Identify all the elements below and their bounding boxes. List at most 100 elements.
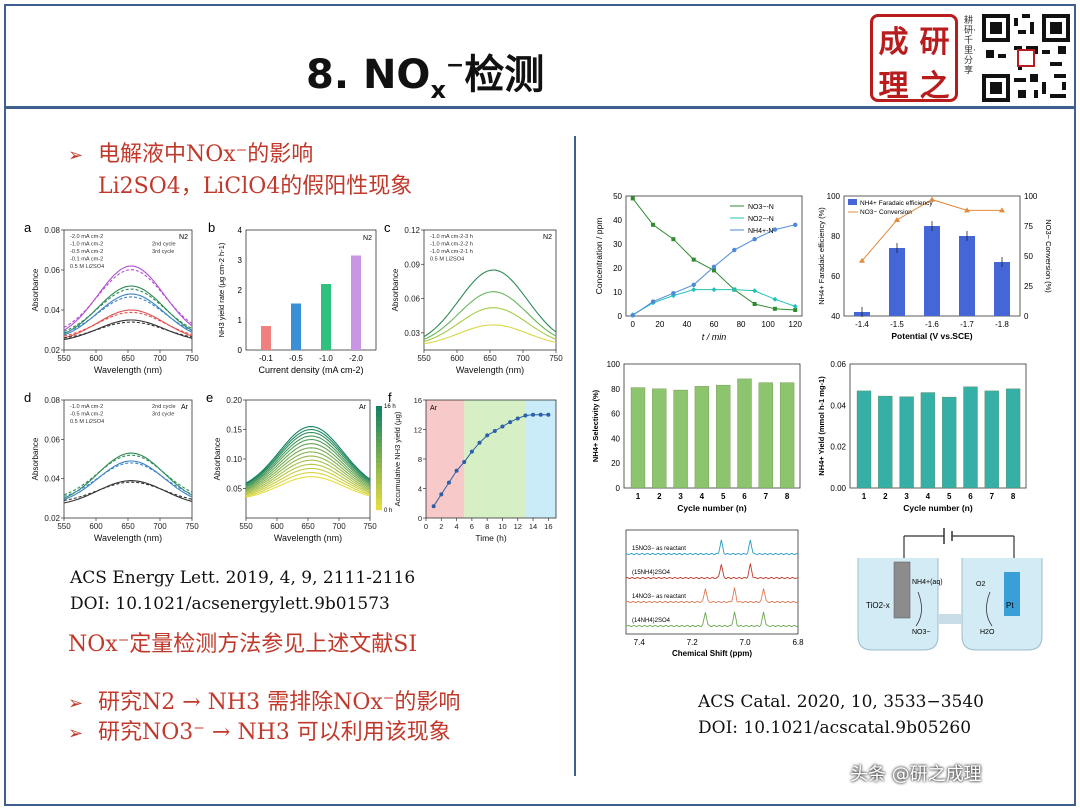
- logo-seal: 成 研 理 之: [870, 14, 958, 104]
- series-point: [731, 287, 737, 293]
- x-tick-label: 600: [89, 354, 103, 363]
- seal-char: 理: [878, 69, 909, 104]
- colorbar-segment: [376, 437, 382, 443]
- reaction-arrow: [915, 591, 922, 627]
- seal-char: 之: [919, 69, 950, 104]
- y-tick-label: 4: [238, 226, 243, 235]
- panel-concentration: 0 20 40 60 80 100 120 0 10 20 30 40 50 t / min Concent…: [594, 192, 802, 342]
- spectrum-line: [245, 451, 371, 491]
- y2-tick-label: 25: [1024, 282, 1033, 291]
- panel-faradaic: 40 60 80 100 0 25 50 75 100 -1.4 -1.5 -1.6 -1.7 -1.8 N…: [817, 192, 1053, 341]
- column-divider: [574, 136, 576, 776]
- colorbar-segment: [376, 426, 382, 433]
- y-tick-label: 40: [611, 434, 620, 443]
- x-tick-label: 100: [761, 320, 775, 329]
- x-tick-label: -1.8: [995, 320, 1009, 329]
- y-axis-label: Absorbance: [31, 268, 40, 311]
- x-tick-label: 7: [990, 492, 995, 501]
- panel-tag: Ar: [359, 404, 367, 411]
- y-tick-label: 0: [618, 312, 623, 321]
- panel-tag: N2: [179, 234, 188, 241]
- plot-frame: [63, 399, 193, 519]
- panel-letter: d: [24, 390, 31, 405]
- y2-tick-label: 100: [1024, 192, 1038, 201]
- x-tick-label: 7.2: [687, 638, 699, 647]
- bar: [878, 395, 893, 489]
- colorbar-segment: [376, 458, 382, 464]
- spectrum-line: [63, 285, 193, 335]
- panel-selectivity: 0 20 40 60 80 100 1 2 3 4 5 6 7 8 Cycle number (n) NH4+…: [591, 360, 801, 513]
- plot-frame: [625, 195, 803, 317]
- y-tick-label: 0.10: [226, 455, 242, 464]
- y-tick-label: 60: [831, 272, 840, 281]
- colorbar-label: 0 h: [384, 508, 392, 514]
- colorbar-segment: [376, 504, 382, 511]
- x-axis-label: Cycle number (n): [903, 503, 973, 513]
- y-tick-label: 0.02: [44, 346, 60, 355]
- x-tick-label: 4: [700, 492, 705, 501]
- x-tick-label: 8: [485, 522, 489, 531]
- series-point: [793, 308, 798, 312]
- x-tick-label: 6: [968, 492, 973, 501]
- bullet-3: ➢ 研究NO3⁻ → NH3 可以利用该现象: [68, 720, 451, 745]
- y-tick-label: 80: [831, 232, 840, 241]
- colorbar-label: 16 h: [384, 404, 396, 410]
- series-point: [712, 268, 716, 273]
- legend-entry: -1.0 mA cm-2-1 h: [430, 249, 473, 255]
- electrode-tio2: [893, 561, 911, 619]
- x-tick-label: 0: [424, 522, 428, 531]
- bar: [630, 387, 646, 489]
- legend-entry: NH4+-N: [748, 228, 773, 235]
- panel-f: f 0 2 4 6 8 10 12 14 16 0 4 8 12 16 Time (h) Accumulativ…: [388, 390, 557, 543]
- bar: [694, 386, 710, 489]
- x-tick-label: -1.4: [855, 320, 869, 329]
- yield-point: [477, 440, 482, 445]
- y-axis-label: NH3 yield rate (μg cm-2 h-1): [217, 242, 226, 337]
- x-tick-label: 750: [363, 522, 377, 531]
- x-tick-label: -1.7: [960, 320, 974, 329]
- ref-right-citation: ACS Catal. 2020, 10, 3533−3540: [698, 692, 984, 712]
- arrow-icon: ➢: [68, 723, 84, 744]
- spectrum-line-cycle: [63, 321, 193, 339]
- x-axis-label: Wavelength (nm): [274, 533, 342, 543]
- reaction-arrow: [986, 591, 993, 627]
- bar: [899, 396, 914, 489]
- colorbar-segment: [376, 442, 382, 448]
- x-tick-label: 3: [678, 492, 683, 501]
- bar: [673, 389, 688, 489]
- bar: [924, 226, 940, 316]
- watermark: 头条 @研之成理: [850, 764, 982, 785]
- y-tick-label: 0.04: [44, 475, 60, 484]
- x-tick-label: 20: [655, 320, 664, 329]
- x-tick-label: -1.6: [925, 320, 939, 329]
- y-axis-label: NH4+ Yield (mmol h-1 mg-1): [817, 376, 826, 476]
- yield-point: [508, 420, 513, 425]
- yield-point: [462, 459, 467, 464]
- nmr-label: (15NH4)2SO4: [632, 570, 671, 576]
- x-tick-label: -0.1: [259, 354, 273, 363]
- y-tick-label: 0: [238, 346, 243, 355]
- x-axis-label: t / min: [702, 332, 727, 342]
- nmr-spectrum: [625, 611, 799, 628]
- y-tick-label: 3: [238, 256, 243, 265]
- legend-swatch: [848, 199, 857, 205]
- y-axis-label: Absorbance: [391, 268, 400, 311]
- spectrum-line: [245, 426, 371, 484]
- series-point: [772, 306, 777, 311]
- yield-line: [433, 414, 549, 507]
- x-tick-label: 1: [636, 492, 641, 501]
- beaker-right: [961, 558, 1043, 651]
- x-tick-label: 5: [721, 492, 726, 501]
- panel-tag: Ar: [430, 405, 438, 412]
- cell-label: O2: [976, 581, 985, 588]
- legend-entry: 2nd cycle: [152, 242, 176, 248]
- plot-frame: [849, 363, 1027, 489]
- ref-right-doi: DOI: 10.1021/acscatal.9b05260: [698, 718, 972, 738]
- nmr-label: 14NO3− as reactant: [632, 594, 686, 600]
- colorbar-segment: [376, 468, 382, 474]
- bar: [994, 262, 1010, 316]
- x-tick-label: 2: [657, 492, 662, 501]
- y-tick-label: 0.08: [44, 226, 60, 235]
- spectrum-line: [245, 431, 371, 486]
- legend-entry: NO3−-N: [748, 204, 774, 211]
